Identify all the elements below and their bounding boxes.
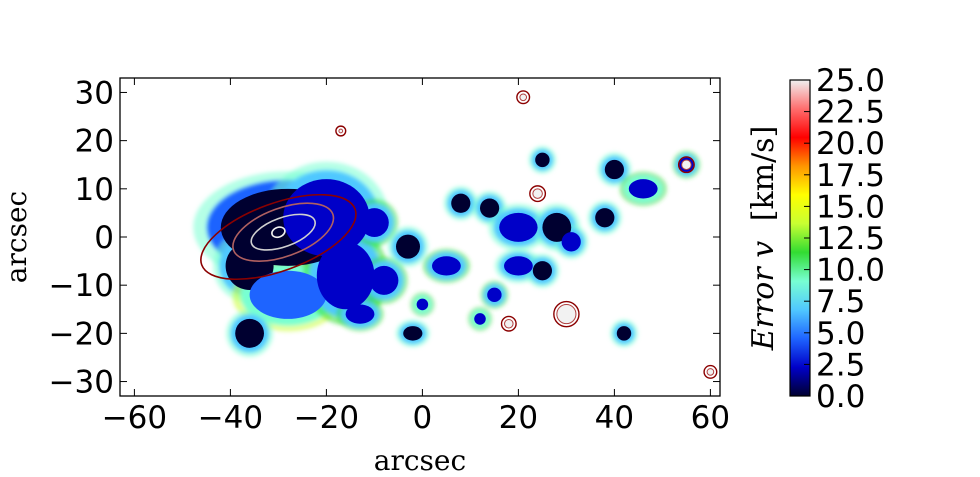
error-blob	[480, 198, 500, 218]
point-source-inner-ring	[519, 93, 528, 102]
colorbar-tick-label: 17.5	[816, 158, 885, 194]
error-blob	[416, 298, 429, 311]
error-blob	[316, 241, 375, 310]
colorbar: 0.02.55.07.510.012.515.017.520.022.525.0…	[746, 63, 885, 415]
y-tick-label: 20	[75, 124, 114, 160]
error-blob	[604, 159, 625, 180]
colorbar-tick-label: 0.0	[816, 379, 865, 415]
point-source-inner-ring	[706, 368, 715, 376]
colorbar-label-main: Error v	[746, 241, 781, 352]
point-source-outer-ring	[500, 315, 517, 332]
y-tick-label: −10	[49, 268, 114, 304]
colorbar-tick-label: 20.0	[816, 126, 885, 162]
x-tick-label: −20	[294, 400, 359, 436]
flux-contour	[232, 202, 335, 262]
point-source-inner-ring	[681, 159, 692, 170]
point-source-inner-ring	[532, 188, 543, 199]
point-source-outer-ring	[529, 185, 547, 203]
error-blob	[369, 265, 399, 295]
point-source-inner-ring	[338, 128, 344, 134]
error-blob	[235, 318, 264, 348]
error-blob	[535, 152, 550, 168]
y-axis-ticks: −30 −20 −10 0 10 20 30	[49, 75, 720, 401]
error-blob	[360, 208, 389, 237]
colorbar-tick-label: 10.0	[816, 253, 885, 289]
colorbar-tick-label: 25.0	[816, 63, 885, 99]
point-source-outer-ring	[516, 90, 531, 105]
error-blob	[403, 326, 423, 341]
x-tick-label: 60	[691, 400, 730, 436]
y-tick-label: 0	[94, 220, 114, 256]
point-source-outer-ring	[703, 364, 718, 379]
error-blob	[345, 304, 375, 324]
point-source-inner-ring	[504, 318, 514, 329]
error-blob	[561, 232, 581, 252]
point-source-outer-ring	[335, 125, 347, 137]
colorbar-label: Error v [km/s]	[746, 126, 781, 352]
error-blob	[532, 261, 553, 281]
error-blob	[628, 179, 658, 199]
heatmap-layer	[193, 90, 718, 379]
error-blob	[249, 270, 327, 319]
error-blob	[504, 256, 533, 276]
flux-contour	[250, 213, 316, 251]
y-axis-label: arcsec	[0, 191, 33, 283]
error-blob	[616, 326, 632, 341]
point-source-outer-ring	[677, 156, 695, 174]
y-tick-label: −20	[49, 316, 114, 352]
x-axis-label: arcsec	[374, 444, 466, 477]
point-sources	[335, 90, 718, 379]
error-blob	[595, 208, 615, 228]
colorbar-tick-label: 15.0	[816, 189, 885, 225]
y-tick-label: 30	[75, 75, 114, 111]
y-tick-label: −30	[49, 365, 114, 401]
flux-contour	[271, 226, 286, 239]
x-tick-label: −40	[198, 400, 263, 436]
colorbar-tick-label: 5.0	[816, 316, 865, 352]
error-blob	[474, 313, 486, 325]
error-blob	[451, 193, 471, 213]
point-source-inner-ring	[556, 304, 577, 325]
x-tick-label: 0	[413, 400, 433, 436]
error-blob	[432, 256, 461, 276]
colorbar-tick-label: 2.5	[816, 347, 865, 383]
flux-contour	[200, 193, 357, 281]
colorbar-ticks: 0.02.55.07.510.012.515.017.520.022.525.0	[804, 63, 885, 415]
colorbar-tick-label: 12.5	[816, 221, 885, 257]
x-axis-ticks: −60 −40 −20 0 20 40 60	[102, 78, 730, 436]
colorbar-tick-label: 22.5	[816, 95, 885, 131]
error-blob	[396, 234, 420, 259]
flux-contours	[200, 193, 357, 281]
colorbar-label-unit: [km/s]	[746, 126, 781, 222]
x-tick-label: −60	[102, 400, 167, 436]
colorbar-tick-label: 7.5	[816, 284, 865, 320]
y-tick-label: 10	[75, 172, 114, 208]
error-blob	[499, 212, 538, 242]
x-tick-label: 40	[595, 400, 634, 436]
point-source-outer-ring	[553, 300, 580, 328]
x-tick-label: 20	[499, 400, 538, 436]
error-blob	[487, 287, 502, 303]
error-blob	[542, 212, 572, 242]
